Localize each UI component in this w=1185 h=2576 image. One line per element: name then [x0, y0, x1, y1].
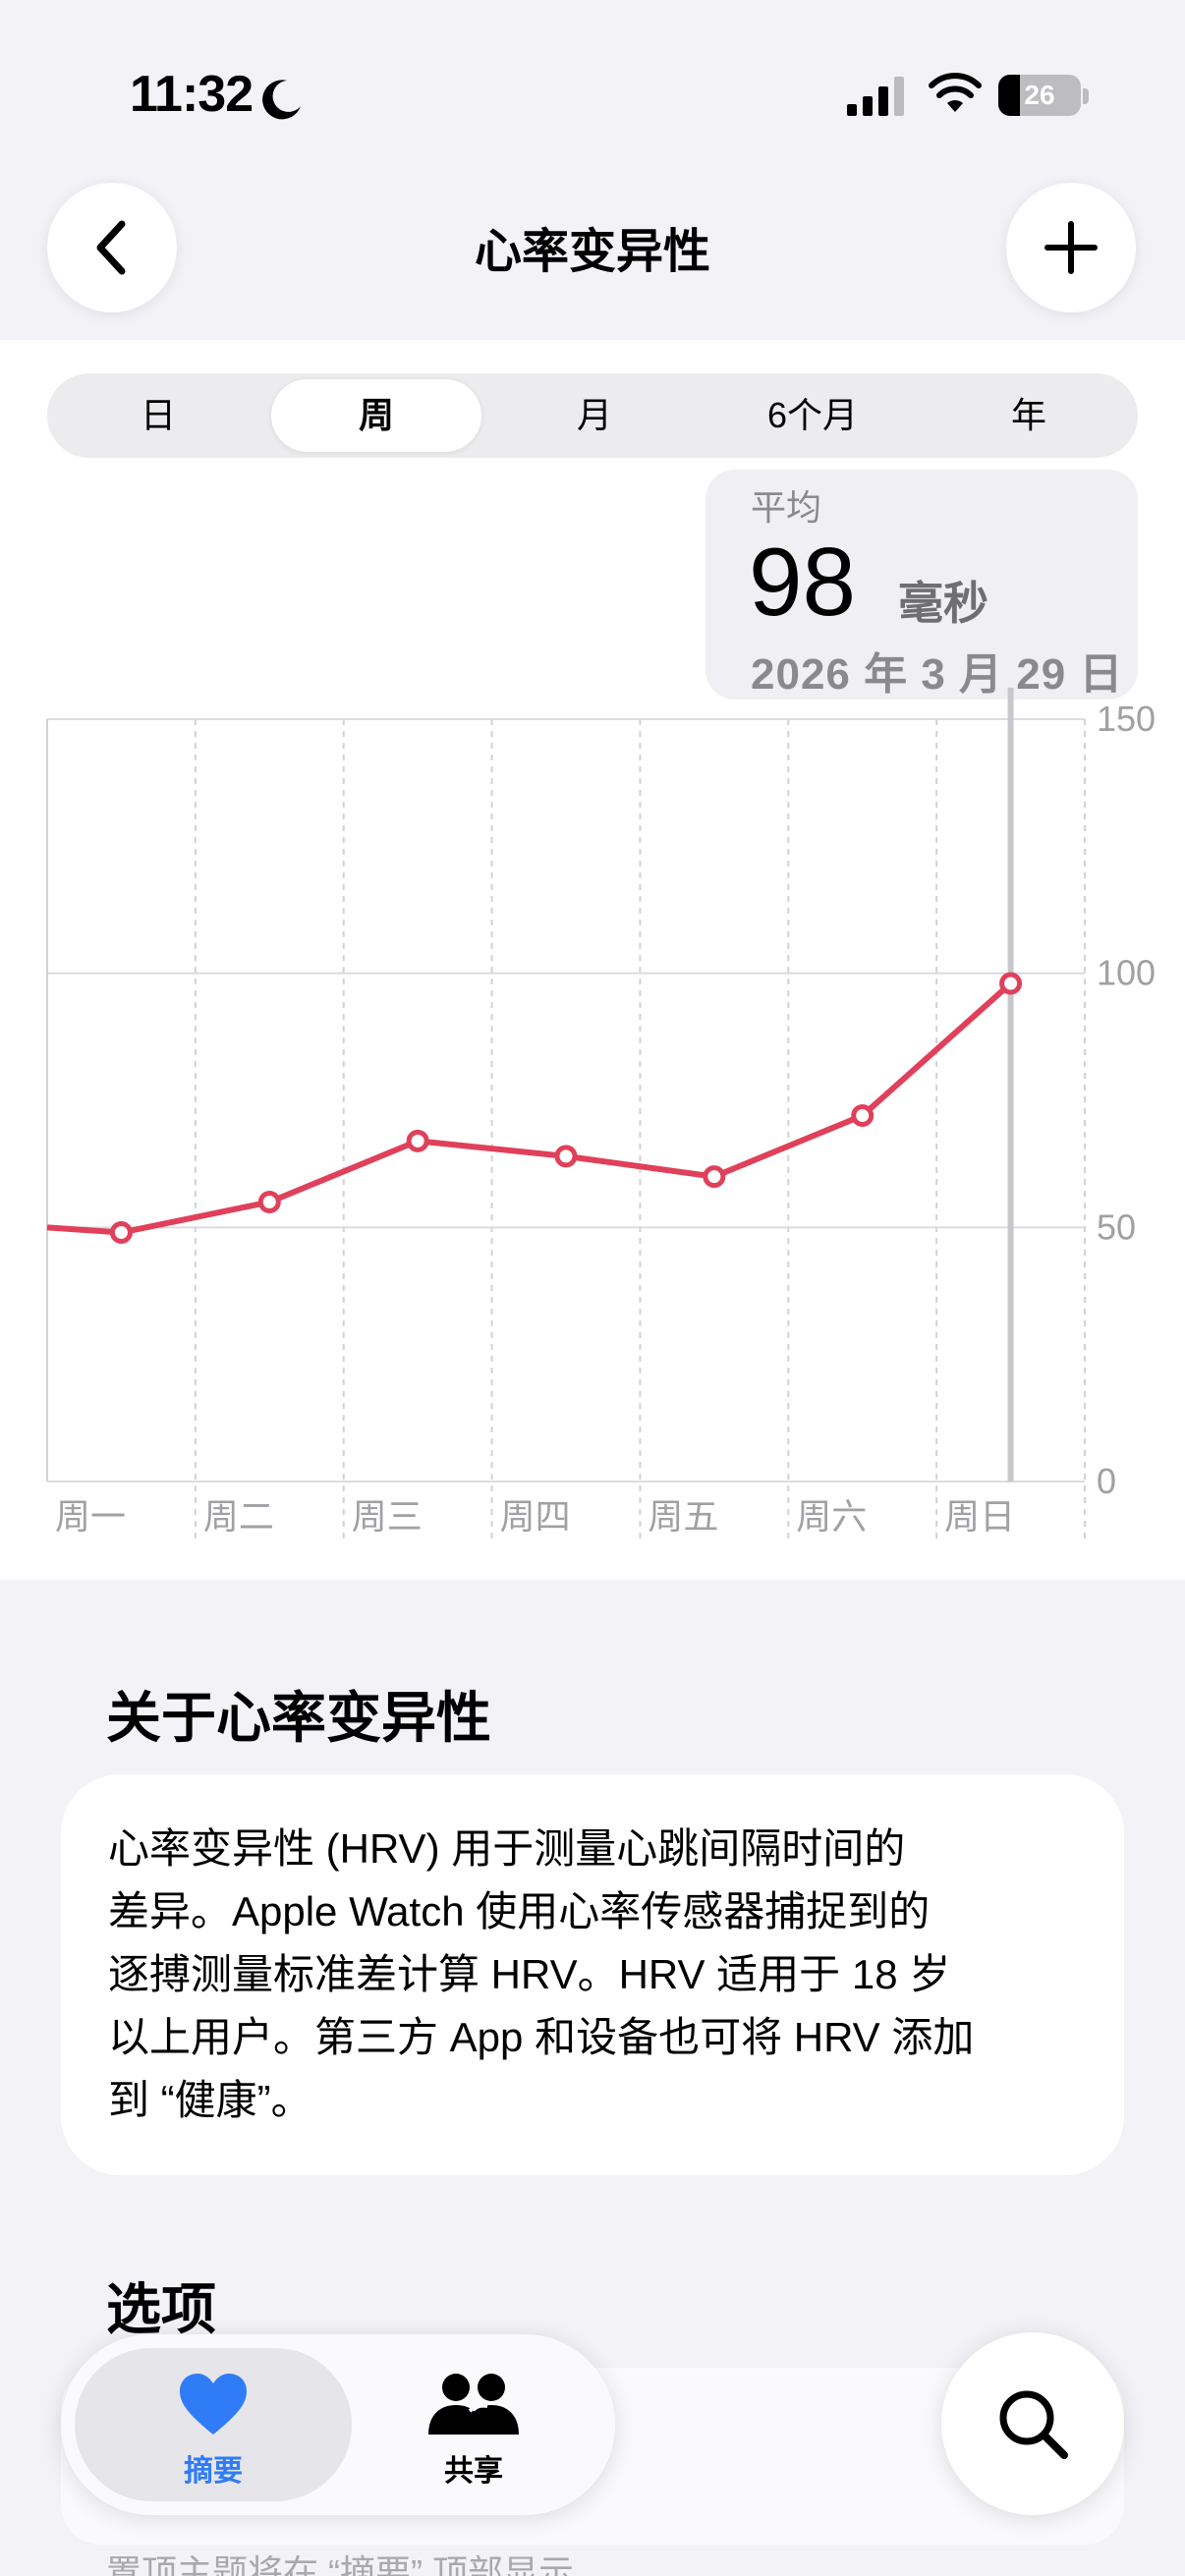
y-tick-label: 150 — [1097, 699, 1156, 739]
tab-bar: 摘要 共享 — [61, 2334, 615, 2515]
data-point — [554, 1145, 578, 1168]
average-value: 98 — [749, 528, 857, 636]
status-bar: 11:32 26 — [0, 0, 1185, 187]
y-tick-label: 0 — [1097, 1461, 1116, 1501]
range-tab-week[interactable]: 周 — [271, 379, 481, 452]
hrv-line-chart[interactable]: 0 50 100 150 周一 周二 周三 周四 周五 周六 周日 — [0, 688, 1185, 1572]
average-label: 平均 — [751, 487, 822, 528]
about-line: 以上用户。第三方 App 和设备也可将 HRV 添加 — [108, 2014, 975, 2060]
heart-icon — [180, 2374, 247, 2435]
battery-cap — [1083, 88, 1089, 104]
range-tab-month[interactable]: 月 — [576, 395, 612, 435]
about-line: 逐搏测量标准差计算 HRV。HRV 适用于 18 岁 — [108, 1951, 951, 1997]
status-time: 11:32 — [130, 66, 254, 123]
y-tick-label: 50 — [1097, 1206, 1136, 1247]
people-icon — [428, 2374, 519, 2435]
back-button[interactable] — [47, 183, 177, 312]
tab-summary[interactable]: 摘要 — [75, 2348, 352, 2501]
x-tick-label: 周二 — [203, 1497, 274, 1538]
range-tab-6-months[interactable]: 6个月 — [766, 395, 859, 435]
add-data-button[interactable] — [1006, 183, 1136, 312]
moon-icon — [262, 80, 301, 120]
data-point — [406, 1129, 429, 1152]
tab-sharing-label: 共享 — [444, 2455, 503, 2488]
x-tick-label: 周六 — [796, 1497, 867, 1538]
y-tick-label: 100 — [1097, 953, 1156, 993]
about-card: 心率变异性 (HRV) 用于测量心跳间隔时间的 差异。Apple Watch 使… — [61, 1774, 1124, 2175]
x-tick-label: 周日 — [944, 1497, 1015, 1538]
plus-icon — [1044, 221, 1098, 274]
data-point — [999, 972, 1023, 995]
x-tick-label: 周五 — [648, 1497, 718, 1538]
data-point — [851, 1104, 875, 1128]
tab-summary-label: 摘要 — [184, 2455, 243, 2488]
x-tick-label: 周一 — [55, 1497, 126, 1538]
about-line: 到 “健康”。 — [108, 2077, 312, 2123]
about-description: 心率变异性 (HRV) 用于测量心跳间隔时间的 差异。Apple Watch 使… — [108, 1818, 1091, 2132]
search-button[interactable] — [941, 2332, 1124, 2515]
range-tab-day[interactable]: 日 — [140, 395, 176, 435]
about-line: 心率变异性 (HRV) 用于测量心跳间隔时间的 — [108, 1825, 906, 1872]
average-summary-card: 平均 98 毫秒 2026 年 3 月 29 日 — [705, 470, 1138, 700]
average-unit: 毫秒 — [898, 578, 988, 629]
x-tick-label: 周四 — [500, 1497, 571, 1538]
average-date: 2026 年 3 月 29 日 — [751, 650, 1124, 699]
data-point — [703, 1165, 726, 1189]
x-tick-label: 周三 — [352, 1497, 423, 1538]
range-tab-year[interactable]: 年 — [1010, 395, 1046, 435]
wifi-icon — [929, 73, 982, 112]
hrv-series-line — [46, 980, 1013, 1236]
chevron-left-icon — [96, 220, 126, 275]
data-point — [257, 1190, 281, 1213]
about-heading: 关于心率变异性 — [106, 1687, 491, 1749]
signal-icon — [847, 77, 904, 116]
options-heading: 选项 — [106, 2278, 216, 2340]
options-footnote: 置顶主题将在 “摘要” 顶部显示。 — [106, 2552, 609, 2576]
page-title: 心率变异性 — [474, 226, 710, 278]
battery-level: 26 — [1024, 80, 1055, 110]
battery-icon: 26 — [998, 75, 1081, 116]
data-point — [109, 1221, 133, 1245]
about-line: 差异。Apple Watch 使用心率传感器捕捉到的 — [108, 1888, 931, 1934]
time-range-selector: 日 周 月 6个月 年 — [47, 373, 1138, 458]
search-icon — [999, 2390, 1068, 2459]
tab-sharing[interactable]: 共享 — [385, 2348, 562, 2501]
